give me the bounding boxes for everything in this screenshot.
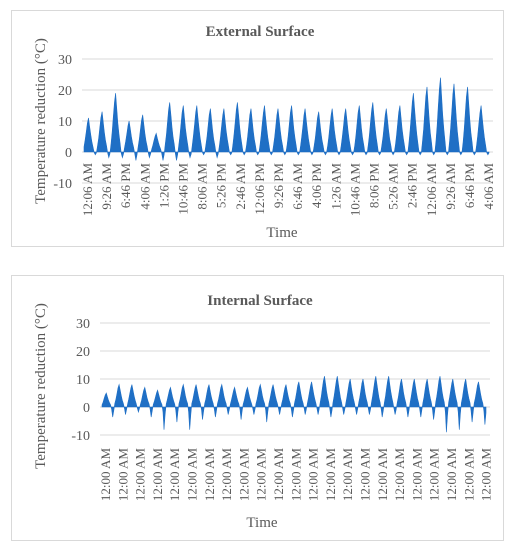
y-tick-label: 0	[65, 146, 72, 161]
x-tick-label: 9:26 AM	[99, 163, 114, 210]
x-tick-label: 12:00 AM	[150, 448, 165, 502]
x-tick-label: 12:00 AM	[323, 448, 338, 502]
x-tick-label: 12:00 AM	[236, 448, 251, 502]
y-tick-label: 0	[83, 401, 90, 416]
external-surface-plot: External Surface -10 0 10 20 30 12:06 AM 9:26 A…	[33, 24, 496, 241]
y-tick-label: 20	[76, 345, 90, 360]
x-tick-label: 12:00 AM	[340, 448, 355, 502]
x-tick-label: 6:46 PM	[118, 163, 133, 209]
chart-title: Internal Surface	[207, 293, 313, 309]
x-tick-label: 12:06 PM	[252, 163, 267, 215]
y-tick-label: 10	[58, 115, 72, 130]
x-tick-label: 1:26 PM	[156, 163, 171, 209]
x-tick-label: 10:46 PM	[176, 163, 191, 215]
data-series-area	[101, 376, 487, 433]
x-axis-title: Time	[246, 515, 277, 531]
x-tick-label: 9:26 PM	[271, 163, 286, 209]
x-tick-label: 12:06 AM	[424, 163, 439, 217]
x-tick-label: 12:00 AM	[375, 448, 390, 502]
x-tick-label: 12:00 AM	[444, 448, 459, 502]
internal-surface-chart: Internal Surface -10 0 10 20 30 12:00 AM 12:00 …	[11, 275, 504, 541]
data-series-area	[83, 77, 490, 161]
x-tick-label: 6:46 PM	[462, 163, 477, 209]
y-tick-label: -10	[53, 177, 72, 192]
y-tick-label: 10	[76, 373, 90, 388]
x-tick-label: 1:26 AM	[328, 163, 343, 210]
x-tick-label: 12:00 AM	[392, 448, 407, 502]
x-tick-label: 12:00 AM	[167, 448, 182, 502]
x-tick-label: 12:00 AM	[202, 448, 217, 502]
x-tick-label: 5:26 AM	[386, 163, 401, 210]
x-tick-label: 2:46 AM	[233, 163, 248, 210]
y-tick-label: 20	[58, 84, 72, 99]
x-tick-label: 12:00 AM	[185, 448, 200, 502]
y-tick-label: 30	[76, 317, 90, 332]
external-surface-chart: External Surface -10 0 10 20 30 12:06 AM 9:26 A…	[11, 10, 504, 247]
chart-title: External Surface	[206, 24, 315, 40]
y-tick-label: 30	[58, 53, 72, 68]
x-tick-label: 12:00 AM	[288, 448, 303, 502]
x-tick-label: 8:06 PM	[367, 163, 382, 209]
x-tick-label: 4:06 PM	[309, 163, 324, 209]
x-tick-label: 4:06 AM	[481, 163, 496, 210]
x-tick-label: 12:00 AM	[219, 448, 234, 502]
x-tick-label: 10:46 AM	[347, 163, 362, 217]
x-tick-label: 12:00 AM	[409, 448, 424, 502]
x-axis-title: Time	[266, 225, 297, 241]
x-tick-label: 12:00 AM	[271, 448, 286, 502]
x-tick-label: 12:00 AM	[306, 448, 321, 502]
x-tick-label: 5:26 PM	[214, 163, 229, 209]
x-tick-label: 12:00 AM	[461, 448, 476, 502]
x-tick-label: 8:06 AM	[195, 163, 210, 210]
x-tick-label: 12:00 AM	[115, 448, 130, 502]
x-tick-label: 12:06 AM	[80, 163, 95, 217]
x-tick-label: 12:00 AM	[254, 448, 269, 502]
y-axis-title: Temperature reduction (°C)	[33, 38, 49, 204]
x-tick-label: 2:46 PM	[405, 163, 420, 209]
x-tick-label: 12:00 AM	[98, 448, 113, 502]
x-tick-label: 9:26 AM	[443, 163, 458, 210]
x-tick-label: 12:00 AM	[427, 448, 442, 502]
x-tick-label: 4:06 AM	[137, 163, 152, 210]
x-tick-label: 12:00 AM	[358, 448, 373, 502]
x-tick-label: 12:00 AM	[133, 448, 148, 502]
y-axis-title: Temperature reduction (°C)	[33, 303, 49, 469]
x-tick-label: 6:46 AM	[290, 163, 305, 210]
y-tick-label: -10	[71, 429, 90, 444]
x-tick-label: 12:00 AM	[479, 448, 494, 502]
